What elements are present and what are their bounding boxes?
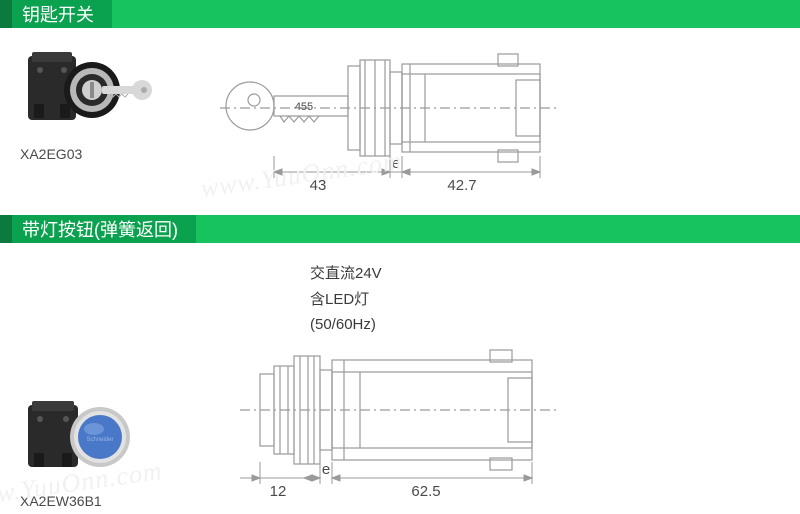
header-title: 带灯按钮(弹簧返回) <box>12 215 196 243</box>
svg-text:Schneider: Schneider <box>86 437 113 443</box>
technical-diagram-ledbutton: 12 e 62.5 <box>200 344 800 509</box>
key-label: 455 <box>295 101 313 113</box>
product-column: Schneider XA2EW36B1 <box>20 337 200 509</box>
header-title: 钥匙开关 <box>12 0 112 28</box>
product-label: XA2EW36B1 <box>20 493 102 509</box>
product-photo-ledbutton: Schneider <box>20 393 160 483</box>
product-photo-keyswitch <box>20 46 160 136</box>
spec-line: (50/60Hz) <box>310 312 800 338</box>
diagram-column: 43 e 42.7 455 <box>200 46 800 201</box>
section-header-ledbutton: 带灯按钮(弹簧返回) <box>0 215 800 243</box>
spec-line: 含LED灯 <box>310 287 800 313</box>
section-body-keyswitch: XA2EG03 <box>0 46 800 201</box>
header-fill <box>196 215 800 243</box>
spec-text: 交直流24V 含LED灯 (50/60Hz) <box>200 261 800 338</box>
section-header-keyswitch: 钥匙开关 <box>0 0 800 28</box>
header-accent <box>0 0 12 28</box>
header-accent <box>0 215 12 243</box>
header-fill <box>112 0 800 28</box>
product-label: XA2EG03 <box>20 146 82 162</box>
dim-left: 43 <box>310 177 327 194</box>
technical-diagram-keyswitch: 43 e 42.7 455 <box>200 46 800 201</box>
dim-left: 12 <box>270 483 287 500</box>
product-column: XA2EG03 <box>20 46 200 162</box>
dim-mid: e <box>322 461 330 478</box>
spec-line: 交直流24V <box>310 261 800 287</box>
dim-mid: e <box>392 155 400 172</box>
dim-right: 42.7 <box>447 177 476 194</box>
spec-column: 交直流24V 含LED灯 (50/60Hz) <box>200 261 800 509</box>
section-body-ledbutton: Schneider XA2EW36B1 交直流24V 含LED灯 (50/60H… <box>0 261 800 509</box>
dim-right: 62.5 <box>411 483 440 500</box>
